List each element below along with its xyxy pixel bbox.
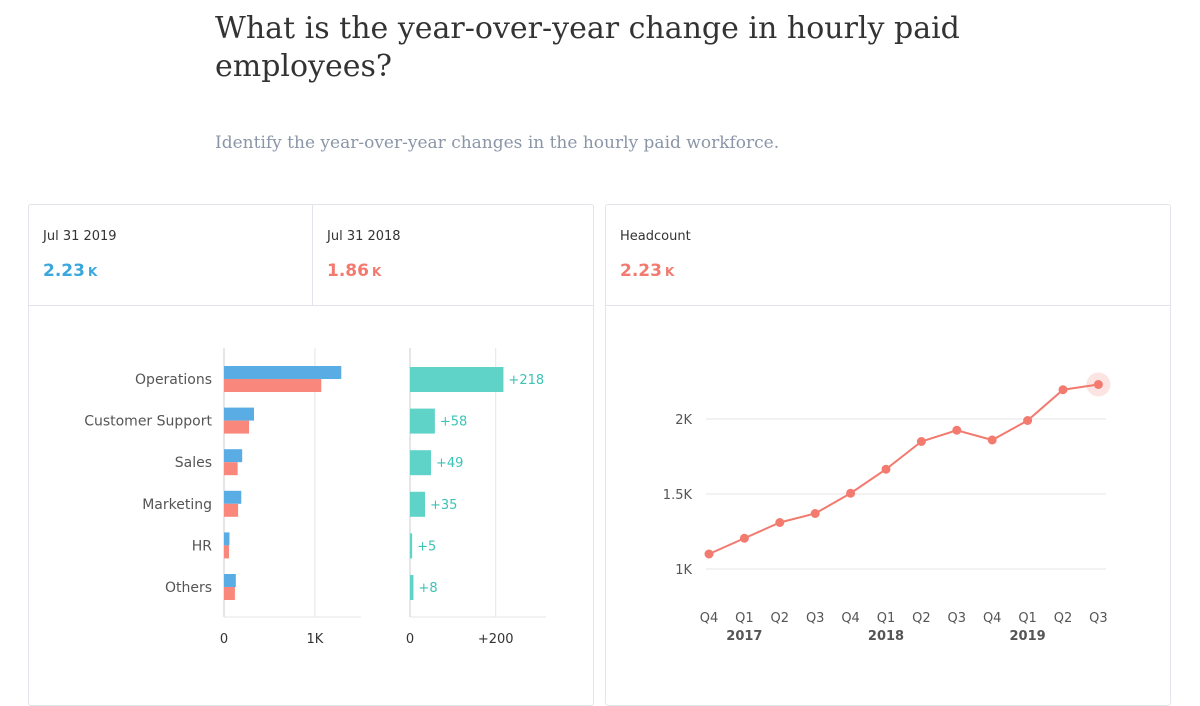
headcount-kpi-row: Headcount 2.23 K: [606, 205, 1170, 306]
headcount-line: [708, 383, 1099, 555]
x-tick-label: Q3: [1089, 611, 1108, 626]
bar-current: [224, 366, 342, 379]
x-tick-label: Q4: [983, 611, 1002, 626]
bar-previous: [224, 545, 229, 559]
x-group-label: 2019: [1010, 629, 1046, 644]
category-label: Others: [165, 580, 212, 596]
x-tick-label: Q3: [806, 611, 825, 626]
bar-current: [224, 407, 254, 421]
data-point: [881, 464, 891, 474]
x-tick-label: Q4: [841, 611, 860, 626]
category-label: HR: [192, 538, 213, 554]
x-tick-label: 1K: [307, 632, 324, 647]
change-data-label: +5: [417, 539, 436, 554]
change-data-label: +218: [508, 373, 544, 388]
data-point: [810, 509, 820, 518]
kpi-headcount-value: 2.23 K: [620, 261, 675, 281]
page-title: What is the year-over-year change in hou…: [215, 11, 960, 84]
category-label: Customer Support: [84, 414, 212, 430]
kpi-current: Jul 31 2019 2.23 K: [29, 205, 312, 305]
kpi-previous-label: Jul 31 2018: [327, 229, 401, 244]
bar-change: [410, 367, 504, 392]
bar-current: [224, 449, 243, 463]
bar-current: [224, 532, 230, 546]
bar-change: [410, 450, 431, 476]
data-point: [704, 549, 714, 559]
data-point: [952, 425, 962, 435]
data-point: [916, 437, 926, 446]
x-tick-label: 0: [220, 632, 228, 647]
x-tick-label: Q1: [1018, 611, 1037, 626]
category-label: Operations: [135, 372, 212, 388]
bar-previous: [224, 587, 235, 600]
data-point: [775, 518, 785, 527]
department-comparison-card: Jul 31 2019 2.23 K Jul 31 2018 1.86 K Oper…: [28, 204, 594, 706]
kpi-previous: Jul 31 2018 1.86 K: [312, 205, 593, 305]
data-point: [739, 533, 749, 543]
change-data-label: +49: [436, 456, 463, 471]
x-group-label: 2017: [726, 629, 762, 644]
x-tick-label: 0: [406, 632, 414, 647]
bar-previous: [224, 503, 239, 517]
x-tick-label: +200: [478, 632, 514, 647]
bar-change: [410, 408, 435, 434]
bar-change: [410, 575, 414, 600]
bar-previous: [224, 420, 249, 434]
data-point: [1058, 385, 1068, 395]
x-tick-label: Q4: [700, 611, 719, 626]
category-label: Sales: [175, 455, 212, 471]
change-data-label: +58: [440, 415, 467, 430]
kpi-row: Jul 31 2019 2.23 K Jul 31 2018 1.86 K: [29, 205, 593, 306]
change-data-label: +35: [430, 498, 457, 513]
bar-current: [224, 574, 236, 587]
kpi-current-label: Jul 31 2019: [43, 229, 117, 244]
y-tick-label: 2K: [675, 413, 692, 428]
x-tick-label: Q3: [948, 611, 967, 626]
department-bar-charts: Operations +218 Customer Support +58 Sales +4…: [84, 348, 546, 647]
category-label: Marketing: [142, 497, 212, 513]
bar-previous: [224, 379, 322, 392]
data-point: [1023, 416, 1033, 425]
bar-previous: [224, 462, 238, 476]
y-tick-label: 1.5K: [663, 488, 693, 503]
data-point: [1093, 380, 1103, 389]
x-tick-label: Q1: [735, 611, 754, 626]
kpi-previous-value: 1.86 K: [327, 261, 382, 281]
y-tick-label: 1K: [675, 563, 692, 578]
page-subtitle: Identify the year-over-year changes in t…: [215, 133, 780, 153]
headcount-card: Headcount 2.23 K 1K 1.5K 2K Q4 Q1 Q2 Q3 Q4 Q1 Q2 Q3…: [605, 204, 1171, 706]
bar-change: [410, 491, 425, 517]
data-point: [987, 435, 997, 445]
kpi-current-value: 2.23 K: [43, 261, 98, 281]
x-tick-label: Q1: [877, 611, 896, 626]
bar-change: [410, 533, 413, 559]
kpi-headcount-label: Headcount: [620, 229, 691, 244]
bar-current: [224, 490, 242, 504]
x-tick-label: Q2: [1054, 611, 1073, 626]
x-group-label: 2018: [868, 629, 904, 644]
data-point: [846, 488, 856, 498]
x-tick-label: Q2: [912, 611, 931, 626]
headcount-line-chart: 1K 1.5K 2K Q4 Q1 Q2 Q3 Q4 Q1 Q2 Q3 Q4 Q1 Q2 Q3 2017 2018…: [663, 372, 1111, 644]
change-data-label: +8: [418, 581, 437, 596]
kpi-headcount: Headcount 2.23 K: [606, 205, 906, 305]
x-tick-label: Q2: [771, 611, 790, 626]
